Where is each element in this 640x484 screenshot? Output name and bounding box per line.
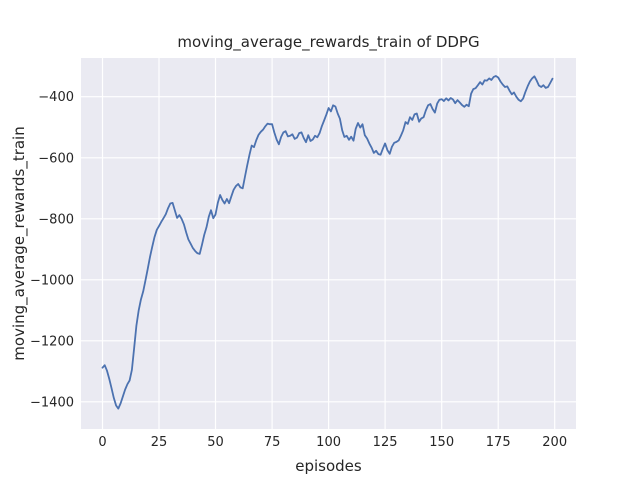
x-tick-label: 175 [486, 435, 511, 450]
x-tick-label: 50 [207, 435, 224, 450]
x-tick-label: 150 [429, 435, 454, 450]
y-tick-label: −400 [38, 90, 74, 105]
y-tick-label: −1200 [30, 334, 74, 349]
y-axis-ticks: −400 −600 −800 −1000 −1200 −1400 [30, 90, 74, 410]
x-tick-label: 25 [151, 435, 168, 450]
x-tick-label: 100 [316, 435, 341, 450]
x-axis-label: episodes [295, 457, 362, 475]
x-axis-ticks: 0 25 50 75 100 125 150 175 200 [98, 435, 567, 450]
y-tick-label: −1400 [30, 395, 74, 410]
y-tick-label: −600 [38, 151, 74, 166]
x-tick-label: 0 [98, 435, 106, 450]
grid-layer [81, 58, 576, 429]
x-tick-label: 125 [373, 435, 398, 450]
y-tick-label: −1000 [30, 273, 74, 288]
y-axis-label: moving_average_rewards_train [10, 126, 29, 360]
x-tick-label: 200 [542, 435, 567, 450]
chart-title: moving_average_rewards_train of DDPG [177, 33, 479, 52]
series-line-ddpg [101, 75, 554, 410]
x-tick-label: 75 [264, 435, 281, 450]
y-tick-label: −800 [38, 212, 74, 227]
